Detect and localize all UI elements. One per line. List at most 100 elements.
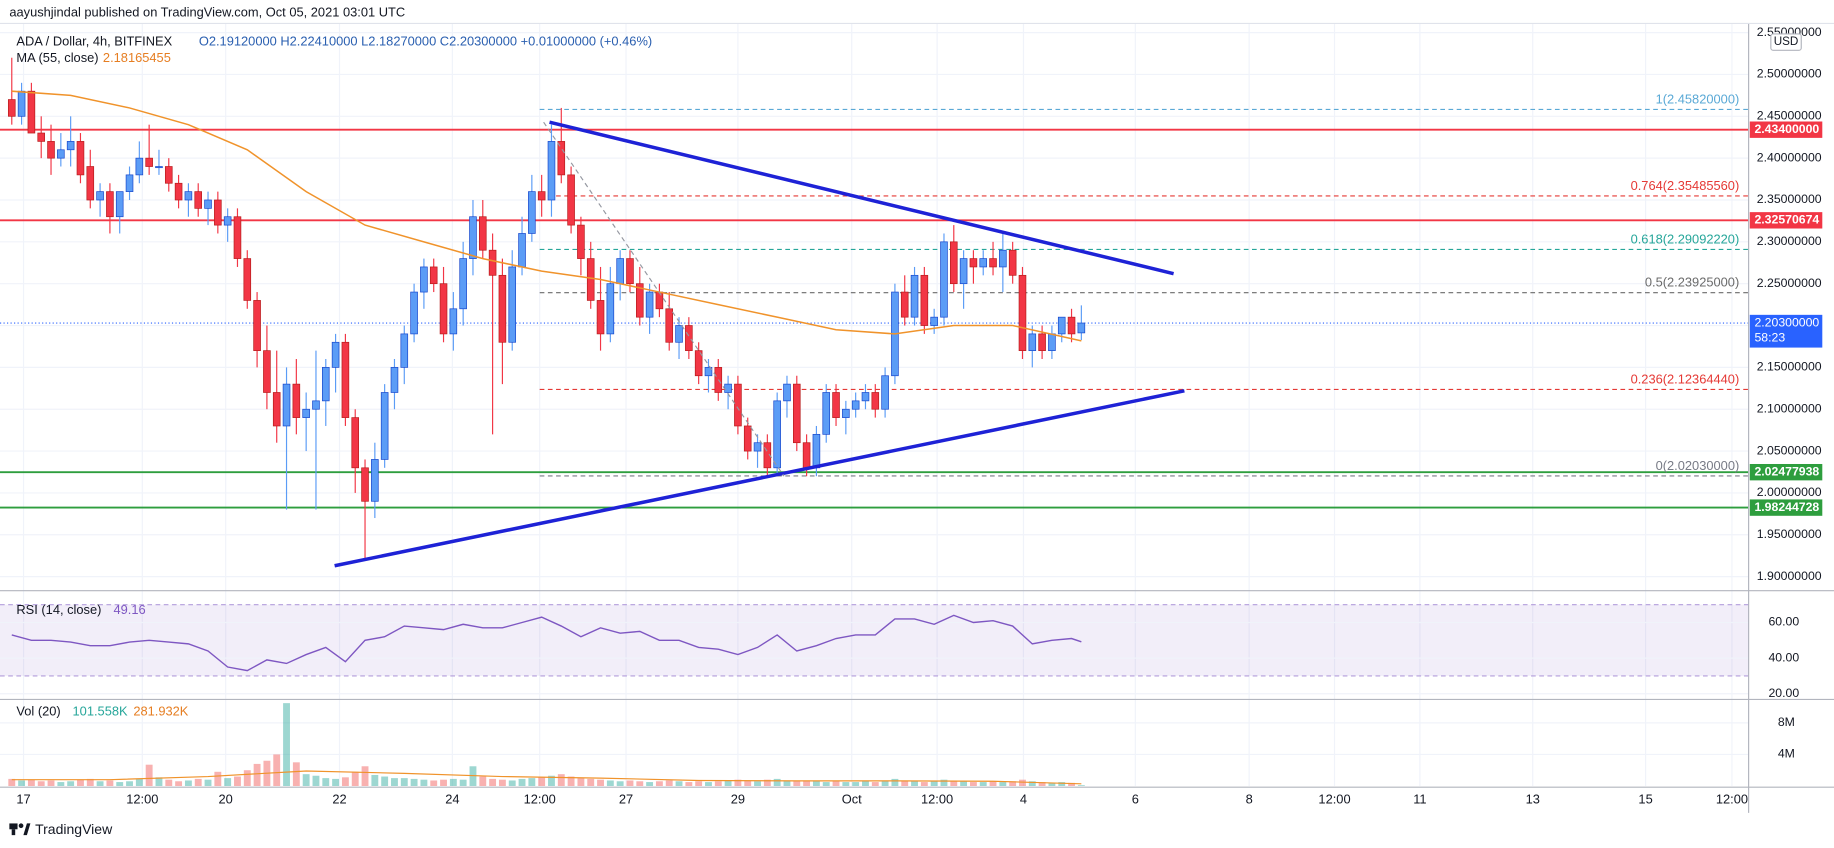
volume-bar [518, 778, 526, 787]
volume-bar [489, 778, 497, 787]
fib-label: 1(2.45820000) [1656, 91, 1740, 106]
candle-body [567, 174, 575, 226]
volume-bar [106, 780, 114, 787]
fib-label: 0.764(2.35485560) [1631, 178, 1740, 193]
candle-body [881, 375, 889, 410]
level-tag-label: 2.02477938 [1754, 464, 1819, 478]
candle-body [469, 216, 477, 259]
candle-body [204, 199, 212, 209]
volume-bar [783, 780, 791, 787]
rsi-band [0, 604, 1749, 676]
rsi-value: 49.16 [113, 602, 145, 617]
candle-body [999, 249, 1007, 268]
candle-body [478, 216, 487, 251]
candle-body [498, 274, 507, 343]
y-tick-label: 1.95000000 [1757, 527, 1822, 541]
volume-bar [381, 776, 389, 787]
volume-bar [587, 778, 595, 787]
candle-body [302, 408, 310, 418]
volume-bar [175, 781, 183, 787]
volume-bar [675, 781, 683, 787]
volume-bar [714, 781, 722, 787]
volume-bar [567, 776, 575, 787]
candle-body [76, 141, 85, 176]
x-tick-label: 15 [1638, 791, 1652, 806]
volume-bar [234, 776, 241, 787]
candle-body [743, 425, 752, 452]
candle-body [174, 182, 183, 201]
volume-bar [86, 778, 94, 787]
volume-bar [361, 766, 369, 787]
candle-body [400, 333, 409, 368]
candle-body [577, 224, 585, 259]
volume-bar [842, 782, 850, 787]
volume-bar [548, 775, 555, 787]
rsi-label: RSI (14, close) [16, 602, 101, 617]
candle-body [930, 316, 938, 326]
volume-bar [969, 782, 977, 787]
candle-body [155, 166, 163, 169]
candle-body [233, 216, 242, 259]
x-tick-label: 12:00 [1716, 791, 1748, 806]
candle-body [439, 283, 448, 335]
x-tick-label: Oct [842, 791, 862, 806]
candle-body [243, 258, 252, 301]
volume-bar [184, 780, 192, 787]
volume-bar [606, 780, 614, 787]
x-tick-label: 27 [619, 791, 633, 806]
volume-bar [822, 782, 830, 787]
volume-bar [832, 781, 840, 787]
candle-body [950, 241, 958, 285]
symbol: ADA / Dollar, 4h, BITFINEX [16, 34, 172, 49]
volume-bar [812, 781, 820, 787]
candle-body [685, 325, 693, 351]
volume-bar [204, 779, 212, 787]
candle-body [655, 291, 664, 310]
candle-body [1077, 322, 1086, 334]
x-tick-label: 17 [16, 791, 30, 806]
volume-bar [312, 775, 320, 787]
candle-body [184, 191, 193, 201]
volume-bar [391, 778, 398, 787]
volume-bar [1038, 782, 1046, 787]
candle-body [665, 308, 674, 343]
volume-bar [538, 777, 546, 787]
candle-body [1018, 274, 1027, 351]
volume-bar [47, 780, 55, 787]
candle-body [194, 191, 203, 209]
volume-bar [224, 778, 232, 787]
candle-body [1057, 316, 1066, 335]
candle-body [802, 442, 811, 469]
candle-body [96, 191, 104, 201]
candle-body [979, 258, 988, 268]
ma-line [11, 90, 1082, 342]
x-tick-label: 6 [1132, 791, 1139, 806]
volume-bar [77, 779, 84, 787]
candle-body [263, 350, 271, 393]
volume-bar [332, 778, 340, 787]
fib-label: 0.618(2.29092220) [1631, 231, 1740, 246]
candle-body [371, 459, 379, 502]
level-tag-label: 2.32570674 [1754, 213, 1819, 227]
candle-body [420, 266, 428, 293]
volume-bar [960, 781, 968, 787]
candle-body [557, 141, 566, 176]
candle-body [66, 141, 75, 151]
volume-bar [8, 778, 16, 787]
x-tick-label: 8 [1246, 791, 1253, 806]
candle-body [763, 442, 772, 469]
trend-line [543, 121, 785, 477]
volume-bar [665, 780, 673, 787]
y-tick-label: 2.10000000 [1757, 401, 1822, 415]
candle-body [626, 258, 634, 285]
volume-bar [636, 781, 644, 787]
volume-bar [440, 779, 447, 787]
volume-bar [116, 782, 124, 787]
volume-bar [881, 780, 889, 787]
volume-bar [37, 781, 45, 787]
level-tag [1749, 499, 1823, 516]
fib-label: 0.5(2.23925000) [1645, 275, 1739, 290]
candle-body [312, 400, 320, 410]
volume-bar [400, 778, 408, 787]
candle-body [361, 467, 369, 502]
